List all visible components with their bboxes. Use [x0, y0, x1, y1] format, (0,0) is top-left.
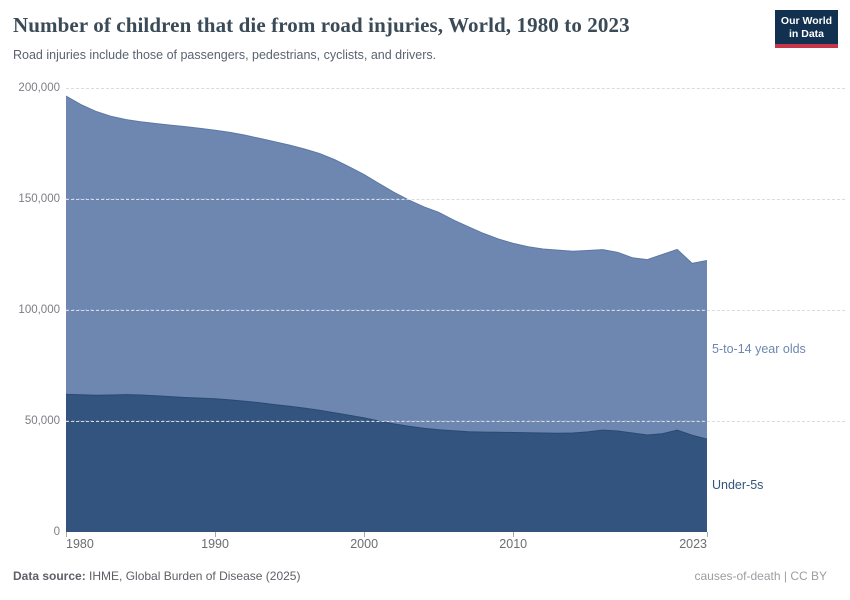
owid-logo-line1: Our World	[780, 15, 833, 27]
x-axis-tick-label: 1990	[201, 537, 229, 551]
series-label-5-to-14-year-olds: 5-to-14 year olds	[712, 341, 806, 356]
data-source-label: Data source:	[13, 569, 86, 583]
chart-title: Number of children that die from road in…	[13, 13, 630, 37]
area-5-to-14[interactable]	[66, 96, 707, 440]
y-gridline	[66, 199, 845, 200]
y-gridline	[66, 310, 845, 311]
line-under-5s-top	[66, 393, 707, 440]
x-axis-tick-label: 2023	[679, 537, 707, 551]
y-gridline	[66, 88, 845, 89]
x-axis-tick-mark	[66, 532, 67, 537]
owid-logo-line2: in Data	[788, 28, 824, 40]
x-axis-tick-mark	[513, 532, 515, 537]
license-link[interactable]: causes-of-death | CC BY	[694, 569, 827, 583]
y-axis-tick-label: 50,000	[24, 415, 60, 427]
x-axis-tick-mark	[707, 532, 708, 537]
y-axis-tick-label: 150,000	[18, 193, 60, 205]
area-under-5s[interactable]	[66, 394, 707, 532]
y-gridline	[66, 421, 845, 422]
owid-logo[interactable]: Our World in Data	[775, 10, 838, 48]
x-axis-tick-mark	[364, 532, 366, 537]
x-axis-tick-label: 2000	[350, 537, 379, 551]
y-axis-tick-label: 100,000	[18, 304, 60, 316]
y-axis-tick-label: 200,000	[18, 82, 60, 94]
data-source-value[interactable]: IHME, Global Burden of Disease (2025)	[85, 569, 301, 583]
data-source-line: Data source: IHME, Global Burden of Dise…	[13, 569, 300, 583]
series-label-under-5s: Under-5s	[712, 477, 764, 492]
chart-subtitle: Road injuries include those of passenger…	[13, 48, 437, 62]
x-axis-tick-mark	[215, 532, 217, 537]
line-5-to-14-top	[66, 95, 707, 264]
x-axis-tick-label: 1980	[66, 537, 94, 551]
x-axis-tick-label: 2010	[499, 537, 528, 551]
y-axis-tick-label: 0	[53, 526, 60, 538]
